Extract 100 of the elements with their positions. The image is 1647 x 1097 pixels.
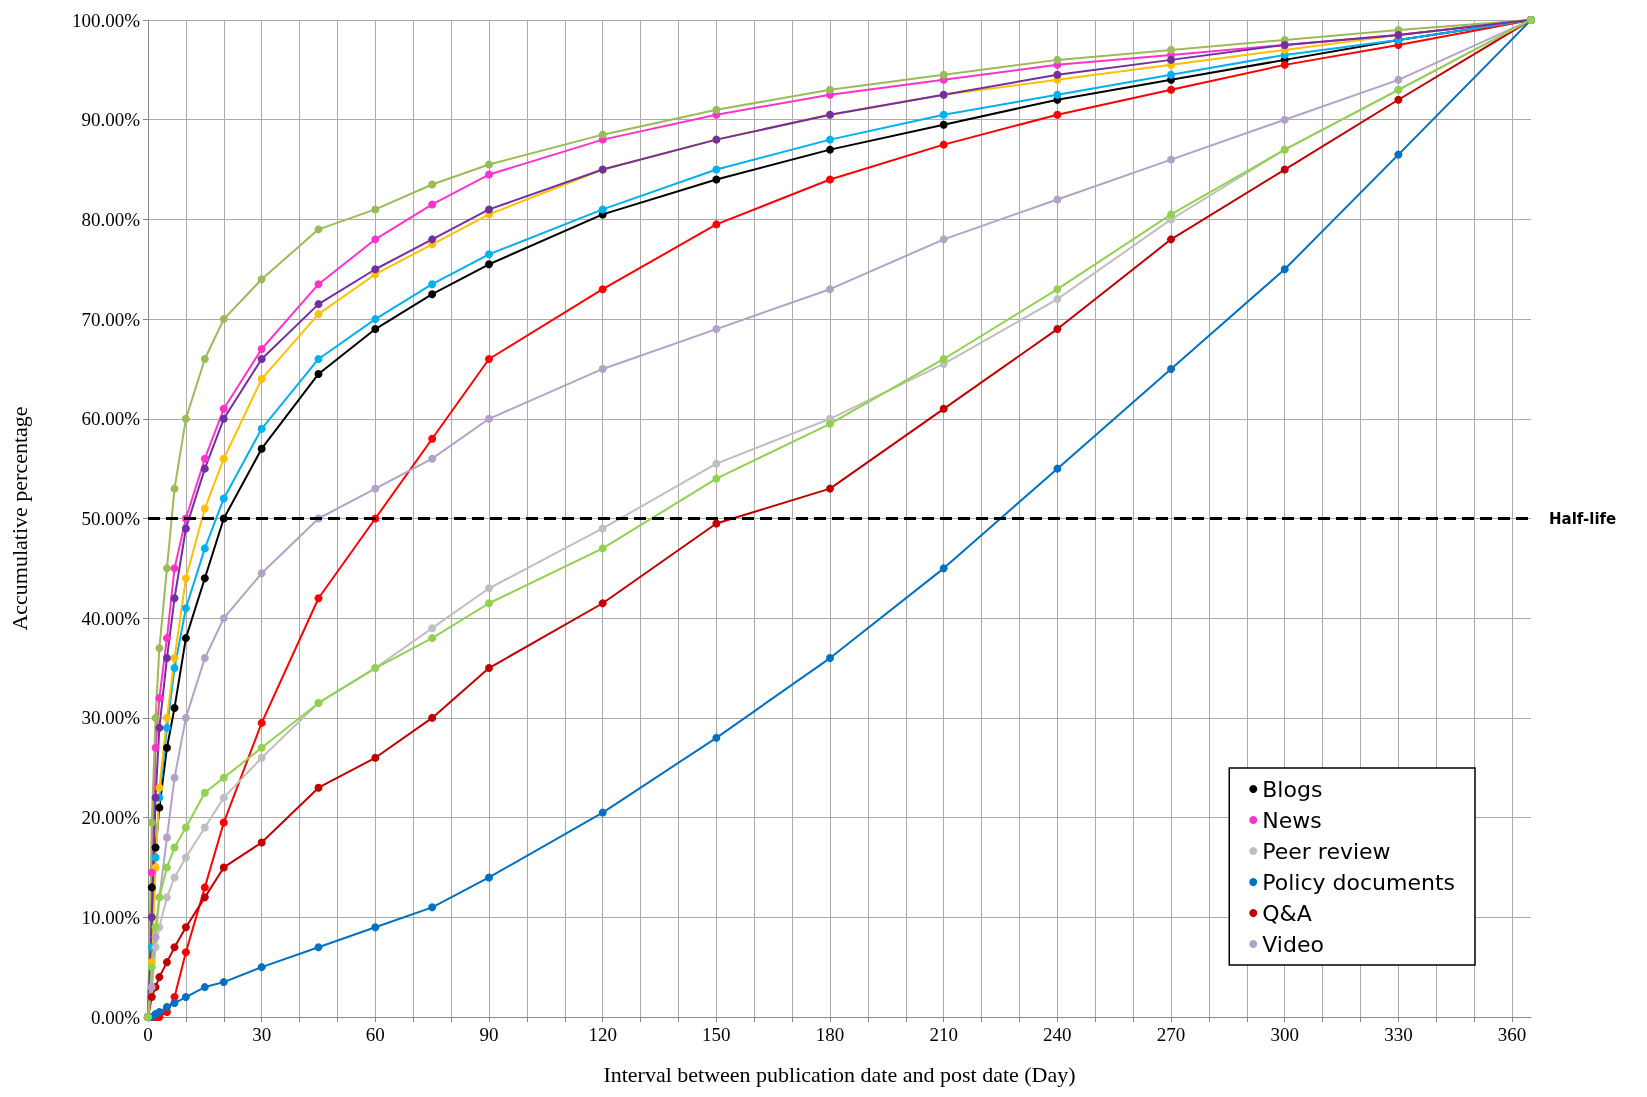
point: [1394, 150, 1403, 159]
point: [162, 833, 171, 842]
point: [485, 873, 494, 882]
point: [712, 175, 721, 184]
point: [1053, 195, 1062, 204]
legend-label: Policy documents: [1262, 869, 1456, 895]
point: [598, 544, 607, 553]
point: [147, 913, 156, 922]
point: [181, 524, 190, 533]
point: [181, 414, 190, 423]
point: [1167, 85, 1176, 94]
x-tick-label: 30: [252, 1024, 272, 1045]
point: [151, 713, 160, 722]
point: [428, 903, 437, 912]
point: [371, 265, 380, 274]
point: [170, 654, 179, 663]
point: [939, 354, 948, 363]
point: [826, 419, 835, 428]
point: [1167, 235, 1176, 244]
point: [826, 85, 835, 94]
point: [712, 459, 721, 468]
point: [147, 818, 156, 827]
point: [200, 788, 209, 797]
point: [181, 923, 190, 932]
point: [147, 963, 156, 972]
point: [826, 285, 835, 294]
point: [485, 664, 494, 673]
point: [314, 225, 323, 234]
point: [939, 235, 948, 244]
point: [200, 883, 209, 892]
point: [1280, 165, 1289, 174]
y-tick-label: 70.00%: [81, 308, 141, 330]
point: [598, 808, 607, 817]
point: [155, 783, 164, 792]
point: [1053, 110, 1062, 119]
y-tick-label: 30.00%: [81, 707, 141, 729]
point: [170, 703, 179, 712]
point: [257, 444, 266, 453]
ref-line-label: Half-life: [1549, 509, 1617, 528]
point: [1167, 70, 1176, 79]
x-tick-label: 270: [1156, 1024, 1186, 1045]
point: [200, 454, 209, 463]
point: [181, 604, 190, 613]
point: [428, 434, 437, 443]
point: [162, 958, 171, 967]
point: [428, 180, 437, 189]
point: [219, 454, 228, 463]
point: [170, 843, 179, 852]
point: [314, 594, 323, 603]
point: [939, 404, 948, 413]
point: [257, 753, 266, 762]
point: [485, 170, 494, 179]
point: [147, 993, 156, 1002]
point: [428, 634, 437, 643]
point: [598, 599, 607, 608]
point: [485, 250, 494, 259]
point: [170, 773, 179, 782]
point: [939, 120, 948, 129]
point: [257, 354, 266, 363]
point: [371, 315, 380, 324]
point: [485, 160, 494, 169]
point: [257, 743, 266, 752]
point: [1053, 295, 1062, 304]
point: [181, 574, 190, 583]
point: [151, 943, 160, 952]
point: [257, 374, 266, 383]
point: [147, 883, 156, 892]
point: [170, 999, 179, 1008]
point: [428, 200, 437, 209]
point: [170, 564, 179, 573]
point: [151, 923, 160, 932]
x-tick-label: 300: [1270, 1024, 1299, 1045]
point: [257, 718, 266, 727]
point: [1167, 210, 1176, 219]
point: [1167, 45, 1176, 54]
x-tick-label: 240: [1043, 1024, 1072, 1045]
point: [598, 130, 607, 139]
y-tick-label: 40.00%: [81, 607, 141, 629]
point: [155, 644, 164, 653]
point: [371, 753, 380, 762]
point: [162, 654, 171, 663]
point: [200, 504, 209, 513]
point: [162, 893, 171, 902]
point: [219, 863, 228, 872]
point: [371, 235, 380, 244]
point: [200, 574, 209, 583]
point: [1167, 364, 1176, 373]
point: [485, 584, 494, 593]
point: [712, 105, 721, 114]
point: [314, 280, 323, 289]
y-tick-label: 60.00%: [81, 408, 141, 430]
point: [939, 110, 948, 119]
y-tick-label: 20.00%: [81, 807, 141, 829]
x-axis-title: Interval between publication date and post date (Day): [603, 1061, 1076, 1087]
point: [162, 564, 171, 573]
point: [428, 624, 437, 633]
point: [1280, 60, 1289, 69]
point: [151, 853, 160, 862]
point: [162, 1003, 171, 1012]
point: [181, 993, 190, 1002]
